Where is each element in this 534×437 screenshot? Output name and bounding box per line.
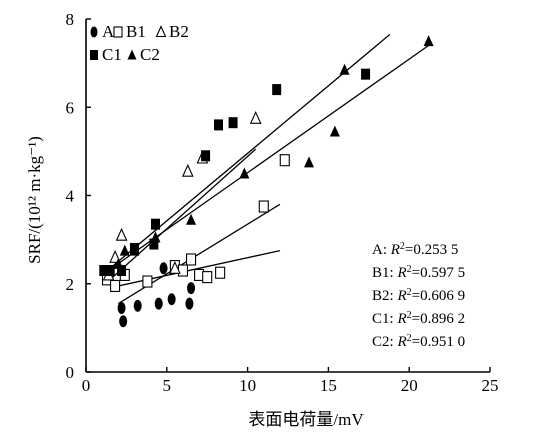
point-b1 — [177, 264, 189, 277]
x-tick-label: 20 — [401, 376, 418, 395]
point-b1 — [185, 253, 197, 266]
point-c2 — [113, 257, 124, 269]
legend: A B1 B2 C1 C2 — [90, 22, 189, 64]
legend-marker-c1 — [90, 50, 98, 60]
point-b1 — [202, 271, 213, 284]
legend-label-b1: B1 — [126, 22, 146, 41]
x-axis-label: 表面电荷量/mV — [248, 410, 364, 429]
tick-labels: 0 5 10 15 20 25 0 2 4 6 8 — [66, 10, 499, 395]
point-a — [185, 297, 194, 310]
point-c1 — [99, 265, 109, 277]
series-b1 — [101, 154, 290, 293]
point-c2 — [186, 213, 197, 225]
legend-marker-b2 — [155, 25, 167, 38]
y-tick-label: 2 — [66, 275, 75, 294]
point-c2 — [119, 244, 130, 256]
point-c2 — [304, 156, 315, 168]
point-c1 — [272, 84, 282, 96]
legend-label-b2: B2 — [169, 22, 189, 41]
point-b2 — [169, 260, 181, 274]
fit-line-b2 — [109, 148, 257, 280]
legend-label-a: A — [102, 22, 115, 41]
r2-annotations: A: R2=0.253 5 B1: R2=0.597 5 B2: R2=0.606 … — [372, 241, 465, 351]
point-c1 — [105, 265, 115, 277]
point-c1 — [117, 265, 127, 277]
y-tick-label: 4 — [66, 187, 75, 206]
legend-label-c1: C1 — [102, 45, 122, 64]
series-a — [117, 262, 196, 328]
y-tick-label: 0 — [66, 363, 75, 382]
point-c2 — [150, 231, 161, 243]
r2-label-b1: B1: R2=0.597 5 — [372, 264, 465, 282]
legend-marker-c2 — [127, 49, 137, 60]
fit-lines — [101, 33, 429, 305]
y-axis-label: SRF/(10¹² m·kg⁻¹) — [25, 136, 44, 264]
point-c1 — [201, 150, 211, 162]
point-c1 — [214, 119, 224, 131]
point-c1 — [150, 218, 160, 230]
point-c2 — [329, 125, 340, 137]
series-c2 — [113, 35, 434, 269]
point-a — [117, 302, 126, 315]
point-b2 — [115, 227, 128, 241]
legend-marker-b1 — [113, 26, 123, 38]
legend-label-c2: C2 — [140, 45, 160, 64]
point-c1 — [228, 117, 238, 129]
data-points — [99, 35, 434, 328]
point-b1 — [215, 266, 226, 279]
point-c1 — [149, 238, 159, 250]
point-a — [159, 262, 168, 275]
legend-marker-a — [90, 26, 98, 38]
point-b1 — [142, 275, 153, 288]
x-tick-label: 15 — [320, 376, 337, 395]
point-a — [167, 293, 176, 306]
point-a — [119, 315, 128, 328]
r2-label-a: A: R2=0.253 5 — [372, 241, 458, 259]
point-b2 — [249, 110, 262, 124]
point-a — [133, 299, 142, 312]
fit-line-a — [117, 203, 281, 305]
r2-label-c1: C1: R2=0.896 2 — [372, 310, 465, 328]
x-tick-label: 5 — [163, 376, 172, 395]
y-tick-label: 6 — [66, 98, 75, 117]
x-tick-label: 25 — [482, 376, 499, 395]
point-b1 — [110, 279, 121, 293]
r2-label-b2: B2: R2=0.606 9 — [372, 287, 465, 305]
point-c2 — [423, 35, 434, 47]
point-c2 — [239, 167, 250, 179]
point-c1 — [361, 68, 371, 80]
point-b1 — [258, 200, 269, 213]
point-a — [187, 282, 196, 295]
point-b2 — [181, 163, 194, 177]
x-tick-label: 0 — [82, 376, 91, 395]
series-c1 — [99, 68, 371, 277]
point-c2 — [129, 244, 140, 256]
point-a — [154, 297, 163, 310]
y-tick-label: 8 — [66, 10, 75, 29]
point-b1 — [279, 154, 290, 167]
point-c2 — [339, 63, 350, 75]
r2-label-c2: C2: R2=0.951 0 — [372, 333, 465, 351]
x-tick-label: 10 — [239, 376, 256, 395]
